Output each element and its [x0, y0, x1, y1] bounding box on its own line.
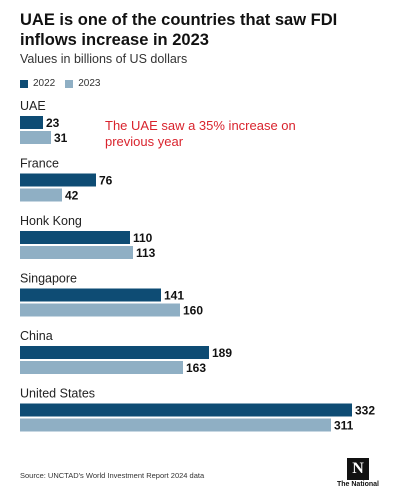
legend-label-2022: 2022	[33, 78, 56, 89]
value-label-united-states-2023: 311	[334, 419, 354, 433]
category-label-uae: UAE	[20, 100, 46, 113]
legend: 2022 2023	[20, 78, 111, 89]
category-label-singapore: Singapore	[20, 272, 77, 286]
category-label-france: France	[20, 157, 59, 171]
bar-china-2022	[20, 346, 209, 359]
bar-uae-2022	[20, 116, 43, 129]
bar-singapore-2023	[20, 303, 180, 317]
legend-item-2022: 2022	[20, 78, 55, 89]
logo-mark: N	[347, 458, 369, 480]
bar-china-2023	[20, 361, 183, 374]
value-label-uae-2022: 23	[46, 116, 60, 130]
legend-swatch-2022	[20, 79, 28, 88]
chart-annotation: The UAE saw a 35% increase on previous y…	[105, 118, 296, 149]
legend-swatch-2023	[65, 79, 74, 88]
value-label-honk-kong-2023: 113	[136, 246, 156, 260]
legend-label-2023: 2023	[78, 78, 101, 89]
value-label-united-states-2022: 332	[355, 404, 375, 418]
value-label-singapore-2023: 160	[183, 304, 203, 318]
value-label-uae-2023: 31	[54, 131, 68, 145]
the-national-logo: N The National	[336, 458, 380, 488]
value-label-honk-kong-2022: 110	[133, 231, 153, 245]
value-label-china-2023: 163	[186, 361, 206, 375]
chart-title: UAE is one of the countries that saw FDI…	[20, 11, 338, 49]
value-label-france-2023: 42	[65, 189, 79, 203]
legend-item-2023: 2023	[65, 78, 101, 89]
chart-subtitle: Values in billions of US dollars	[20, 52, 188, 66]
value-label-singapore-2022: 141	[164, 289, 184, 303]
category-label-united-states: United States	[20, 387, 95, 401]
bar-united-states-2023	[20, 418, 331, 432]
value-label-china-2022: 189	[212, 346, 232, 360]
bar-honk-kong-2023	[20, 246, 133, 259]
value-label-france-2022: 76	[99, 174, 113, 188]
category-label-honk-kong: Honk Kong	[20, 214, 82, 228]
bar-uae-2023	[20, 131, 51, 144]
source-note: Source: UNCTAD's World Investment Report…	[20, 471, 205, 480]
bar-singapore-2022	[20, 288, 161, 302]
logo-wordmark: The National	[336, 481, 379, 488]
bar-united-states-2022	[20, 403, 352, 417]
bar-france-2022	[20, 173, 96, 187]
bar-france-2023	[20, 188, 62, 202]
bar-honk-kong-2022	[20, 231, 130, 244]
category-label-china: China	[20, 329, 53, 343]
